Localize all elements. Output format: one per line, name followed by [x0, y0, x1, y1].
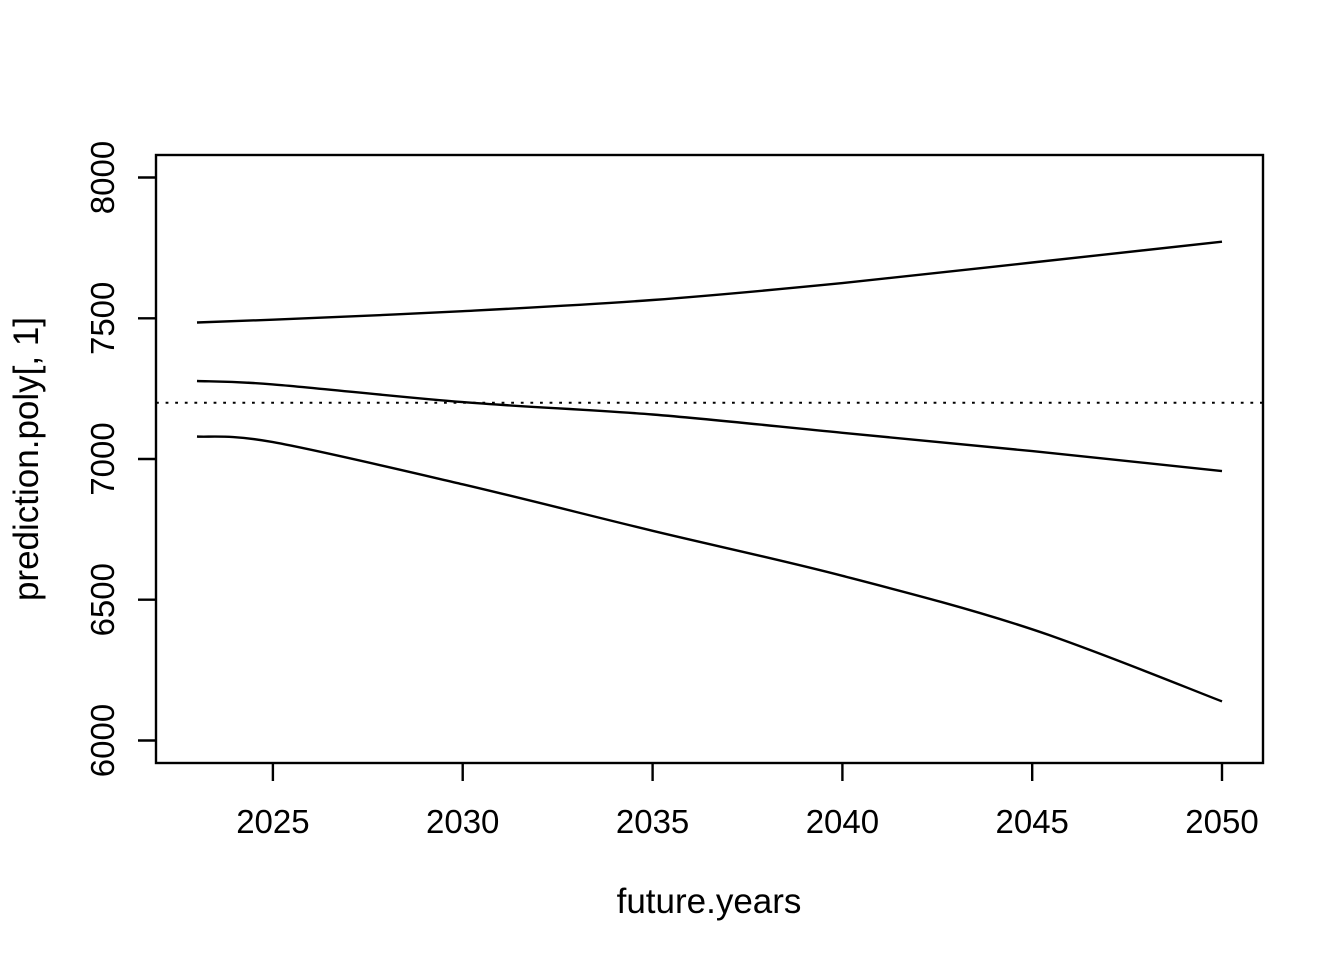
upper-prediction-bound-curve	[196, 240, 1223, 324]
x-tick-label: 2050	[1185, 803, 1258, 840]
x-axis-tick-labels: 2025 2030 2035 2040 2045 2050	[236, 803, 1259, 840]
x-tick-label: 2035	[616, 803, 689, 840]
x-axis-title: future.years	[617, 882, 802, 921]
fitted-prediction-curve	[196, 379, 1223, 473]
x-tick-label: 2040	[806, 803, 879, 840]
x-axis-ticks	[271, 763, 1224, 781]
y-tick-label: 6000	[84, 704, 121, 777]
x-tick-label: 2030	[426, 803, 499, 840]
y-axis-tick-labels: 6000 6500 7000 7500 8000	[84, 141, 121, 777]
x-tick-label: 2045	[995, 803, 1068, 840]
curves-group	[196, 240, 1223, 703]
x-tick-label: 2025	[236, 803, 309, 840]
y-tick-label: 6500	[84, 563, 121, 636]
y-axis-ticks	[138, 176, 156, 742]
y-axis-title: prediction.poly[, 1]	[7, 317, 46, 601]
lower-prediction-bound-curve	[196, 435, 1223, 703]
y-tick-label: 8000	[84, 141, 121, 214]
y-tick-label: 7500	[84, 282, 121, 355]
y-tick-label: 7000	[84, 422, 121, 495]
